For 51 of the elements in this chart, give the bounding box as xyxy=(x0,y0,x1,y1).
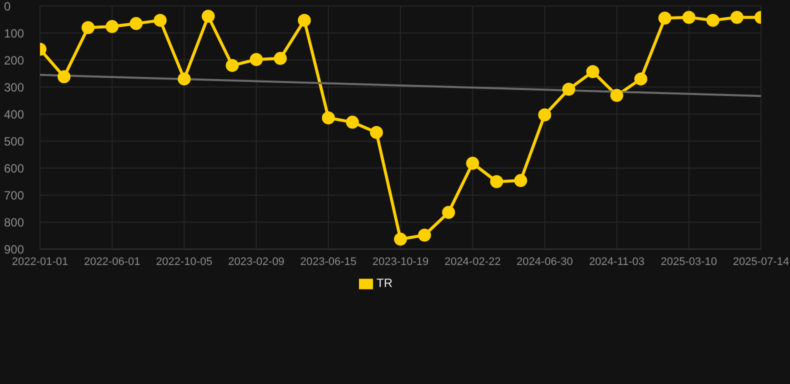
x-tick-label: 2024-11-03 xyxy=(589,256,645,268)
point xyxy=(274,52,287,65)
y-tick-label: 900 xyxy=(4,242,24,256)
y-tick-label: 400 xyxy=(4,107,24,122)
point xyxy=(442,206,456,219)
point xyxy=(706,14,720,27)
point xyxy=(730,10,744,24)
x-tick-label: 2023-10-19 xyxy=(372,256,429,268)
x-tick-label: 2022-06-01 xyxy=(84,256,140,268)
y-tick-label: 300 xyxy=(4,80,24,94)
legend-label: TR xyxy=(376,276,392,290)
point xyxy=(370,126,383,139)
y-tick-label: 200 xyxy=(4,53,24,68)
x-tick-label: 2022-01-01 xyxy=(12,256,68,268)
point xyxy=(226,58,239,72)
x-tick-label: 2024-02-22 xyxy=(444,256,501,268)
point xyxy=(682,10,696,24)
point xyxy=(58,70,71,84)
point xyxy=(322,111,335,124)
x-tick-label: 2025-03-10 xyxy=(660,256,718,268)
point xyxy=(298,14,311,27)
x-tick-label: 2022-10-05 xyxy=(156,256,212,268)
point xyxy=(154,14,167,27)
y-tick-label: 500 xyxy=(4,134,24,148)
point xyxy=(394,232,407,246)
y-tick-label: 0 xyxy=(4,0,11,14)
point xyxy=(250,53,263,66)
point xyxy=(562,82,576,96)
point xyxy=(514,174,528,188)
point xyxy=(178,72,191,86)
y-tick-label: 700 xyxy=(4,188,24,202)
point xyxy=(538,108,552,122)
x-tick-label: 2023-06-15 xyxy=(300,256,357,268)
point xyxy=(106,20,119,34)
y-tick-label: 800 xyxy=(4,215,24,230)
x-tick-label: 2023-02-09 xyxy=(228,256,284,268)
point xyxy=(202,10,215,23)
point xyxy=(586,65,600,78)
point xyxy=(658,12,672,25)
y-tick-label: 100 xyxy=(4,26,24,40)
x-tick-label: 2025-07-14 xyxy=(732,256,790,268)
point xyxy=(610,88,624,102)
point xyxy=(130,17,143,30)
point xyxy=(466,156,480,170)
point xyxy=(82,21,95,34)
x-tick-label: 2024-06-30 xyxy=(516,256,573,268)
point xyxy=(490,175,504,188)
point xyxy=(346,116,359,129)
y-tick-label: 600 xyxy=(4,161,24,176)
point xyxy=(634,72,648,86)
point xyxy=(418,228,432,242)
